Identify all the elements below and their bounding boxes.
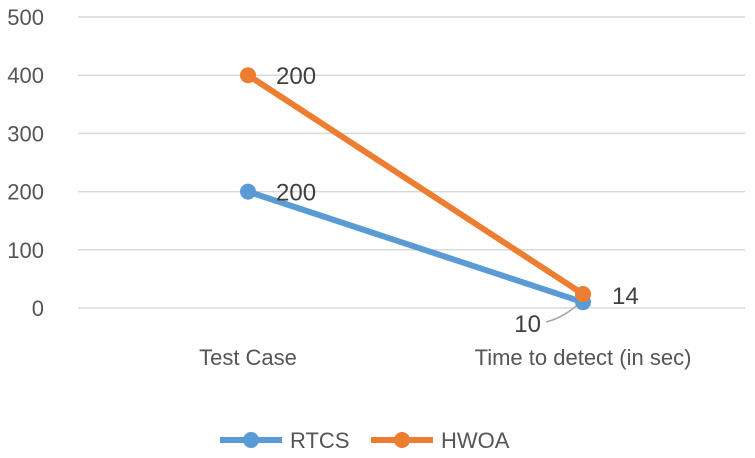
y-tick-label: 300 [7, 121, 44, 146]
data-label-hwoa: 200 [276, 63, 316, 90]
data-point-rtcs [240, 183, 256, 200]
legend-label-rtcs: RTCS [290, 428, 350, 453]
legend-label-hwoa: HWOA [441, 428, 510, 453]
y-tick-label: 0 [32, 296, 44, 321]
series-line-hwoa [245, 72, 586, 298]
y-axis-tick-labels: 0 100 200 300 400 500 [7, 5, 44, 321]
gridlines [78, 16, 745, 309]
legend-marker-hwoa [394, 432, 410, 448]
data-label-leader-line [545, 305, 577, 323]
data-point-hwoa [240, 67, 256, 84]
series-lines [240, 67, 591, 311]
x-category-label: Test Case [199, 345, 297, 370]
x-category-label: Time to detect (in sec) [475, 345, 692, 370]
y-tick-label: 100 [7, 238, 44, 263]
y-tick-label: 400 [7, 63, 44, 88]
data-labels: 200 10 200 14 [276, 63, 639, 338]
y-tick-label: 200 [7, 180, 44, 205]
legend: RTCS HWOA [220, 428, 510, 453]
legend-marker-rtcs [243, 432, 259, 448]
y-tick-label: 500 [7, 5, 44, 30]
series-line-rtcs [245, 188, 586, 306]
data-label-hwoa: 14 [612, 283, 639, 310]
data-label-rtcs: 10 [514, 311, 541, 338]
data-label-rtcs: 200 [276, 180, 316, 207]
x-axis-category-labels: Test Case Time to detect (in sec) [199, 345, 691, 370]
data-point-hwoa [575, 286, 591, 303]
